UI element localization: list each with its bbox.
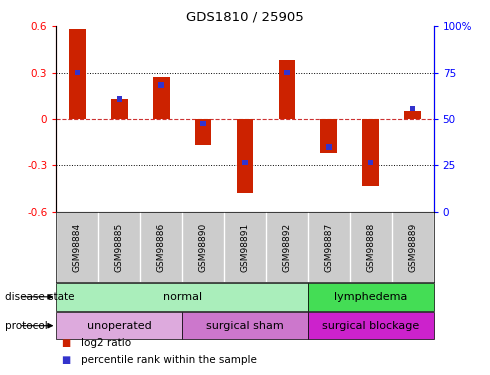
Bar — [308, 312, 434, 339]
Bar — [320, 119, 337, 153]
Text: GSM98890: GSM98890 — [198, 222, 208, 272]
Bar — [153, 77, 170, 119]
Text: lymphedema: lymphedema — [334, 292, 408, 302]
Bar — [278, 60, 295, 119]
Bar — [195, 119, 212, 146]
Bar — [182, 312, 308, 339]
Bar — [74, 70, 80, 75]
Bar — [69, 29, 86, 119]
Text: GSM98886: GSM98886 — [157, 222, 166, 272]
Text: GSM98887: GSM98887 — [324, 222, 333, 272]
Title: GDS1810 / 25905: GDS1810 / 25905 — [186, 11, 304, 24]
Text: GSM98892: GSM98892 — [282, 222, 292, 272]
Bar — [200, 121, 206, 126]
Text: surgical sham: surgical sham — [206, 321, 284, 331]
Bar — [56, 312, 182, 339]
Bar — [117, 96, 122, 102]
Text: ■: ■ — [61, 356, 71, 365]
Bar — [308, 283, 434, 310]
Text: GSM98888: GSM98888 — [366, 222, 375, 272]
Text: percentile rank within the sample: percentile rank within the sample — [81, 356, 257, 365]
Bar — [410, 105, 416, 111]
Bar — [404, 111, 421, 119]
Bar — [368, 160, 373, 165]
Bar — [56, 283, 308, 310]
Bar — [284, 70, 290, 75]
Text: GSM98884: GSM98884 — [73, 222, 82, 272]
Text: GSM98889: GSM98889 — [408, 222, 417, 272]
Text: disease state: disease state — [5, 292, 74, 302]
Text: protocol: protocol — [5, 321, 48, 331]
Text: GSM98891: GSM98891 — [241, 222, 249, 272]
Bar — [242, 160, 248, 165]
Text: surgical blockage: surgical blockage — [322, 321, 419, 331]
Text: normal: normal — [163, 292, 202, 302]
Text: ■: ■ — [61, 338, 71, 348]
Bar — [237, 119, 253, 194]
Text: unoperated: unoperated — [87, 321, 151, 331]
Text: GSM98885: GSM98885 — [115, 222, 124, 272]
Text: log2 ratio: log2 ratio — [81, 338, 131, 348]
Bar — [158, 82, 164, 88]
Bar — [363, 119, 379, 186]
Bar — [111, 99, 127, 119]
Bar — [326, 144, 332, 150]
